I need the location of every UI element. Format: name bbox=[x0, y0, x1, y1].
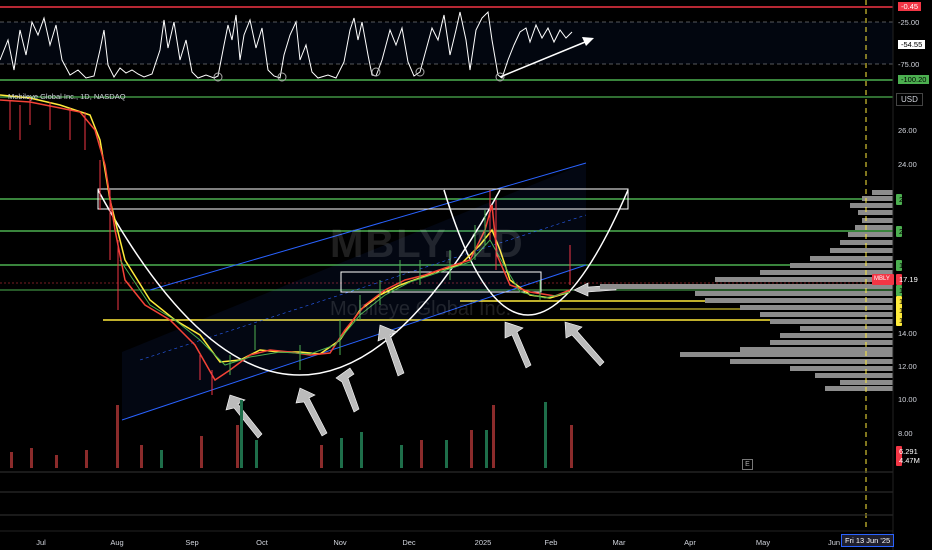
price-tag-1477: 14.77 bbox=[896, 315, 918, 326]
time-axis-tick: Sep bbox=[185, 538, 199, 547]
osc-label-25: -25.00 bbox=[898, 18, 920, 27]
osc-label-top: -0.45 bbox=[898, 2, 922, 11]
price-axis-tick: 14.00 bbox=[898, 329, 917, 338]
resistance-box bbox=[97, 188, 629, 210]
time-axis-tick: Aug bbox=[110, 538, 124, 547]
price-axis-tick: 8.00 bbox=[898, 429, 913, 438]
channel-mid bbox=[139, 214, 587, 361]
price-tag-2003: 20.03 bbox=[896, 226, 918, 237]
time-axis-tick: Mar bbox=[612, 538, 626, 547]
price-axis-tick: 24.00 bbox=[898, 160, 917, 169]
symbol-info: Mobileye Global Inc., 1D, NASDAQ bbox=[8, 92, 126, 101]
time-axis-tick: Apr bbox=[684, 538, 696, 547]
annotation-arrows bbox=[225, 282, 617, 439]
price-tag-22: 22.00 bbox=[896, 194, 918, 205]
time-axis-tick: 2025 bbox=[474, 538, 492, 547]
price-axis-tick: 10.00 bbox=[898, 395, 917, 404]
price-tag-1645: 16.45 bbox=[896, 296, 918, 307]
oscillator-panel bbox=[0, 5, 893, 82]
osc-trend-arrow bbox=[499, 39, 591, 78]
volume-tag-m: 4.47M bbox=[896, 455, 920, 466]
cup-curve-large bbox=[97, 189, 501, 376]
channel-lower bbox=[121, 264, 587, 421]
osc-label-75: -75.00 bbox=[898, 60, 920, 69]
price-tag-1673: 16.73 bbox=[896, 285, 918, 296]
time-axis-tick: Oct bbox=[256, 538, 268, 547]
time-axis-tick: Jul bbox=[36, 538, 46, 547]
volume-bars bbox=[10, 400, 573, 468]
ticker-tag: MBLY bbox=[872, 274, 894, 285]
volume-profile bbox=[600, 190, 893, 391]
osc-label-current: -54.55 bbox=[898, 40, 926, 49]
time-axis-tick: Feb bbox=[544, 538, 558, 547]
price-tag-1575: 15.75 bbox=[896, 305, 918, 316]
price-axis-tick: 12.00 bbox=[898, 362, 917, 371]
price-axis-tick: 26.00 bbox=[898, 126, 917, 135]
time-axis-tick: Nov bbox=[333, 538, 347, 547]
watermark-name: Mobileye Global Inc. bbox=[330, 298, 512, 320]
volume-tag: 6.291 bbox=[896, 446, 918, 457]
time-axis-tick: Jun bbox=[827, 538, 841, 547]
time-axis-tick: Dec bbox=[402, 538, 416, 547]
price-panel bbox=[0, 0, 893, 530]
osc-circle-markers bbox=[213, 67, 505, 82]
earnings-marker[interactable]: E bbox=[742, 459, 753, 470]
osc-label-bottom: -100.20 bbox=[898, 75, 930, 84]
cup-curve-small bbox=[443, 189, 629, 316]
watermark-ticker: MBLY, 1D bbox=[330, 222, 525, 266]
oscillator-line bbox=[0, 10, 573, 79]
time-axis-tick: May bbox=[755, 538, 771, 547]
candles bbox=[9, 98, 571, 395]
channel-upper bbox=[149, 162, 587, 291]
price-tag-current: 17.19 bbox=[896, 274, 918, 285]
cursor-date-label: Fri 13 Jun '25 bbox=[841, 534, 895, 547]
currency-button[interactable]: USD bbox=[896, 93, 923, 106]
price-tag-18: 18.00 bbox=[896, 260, 918, 271]
